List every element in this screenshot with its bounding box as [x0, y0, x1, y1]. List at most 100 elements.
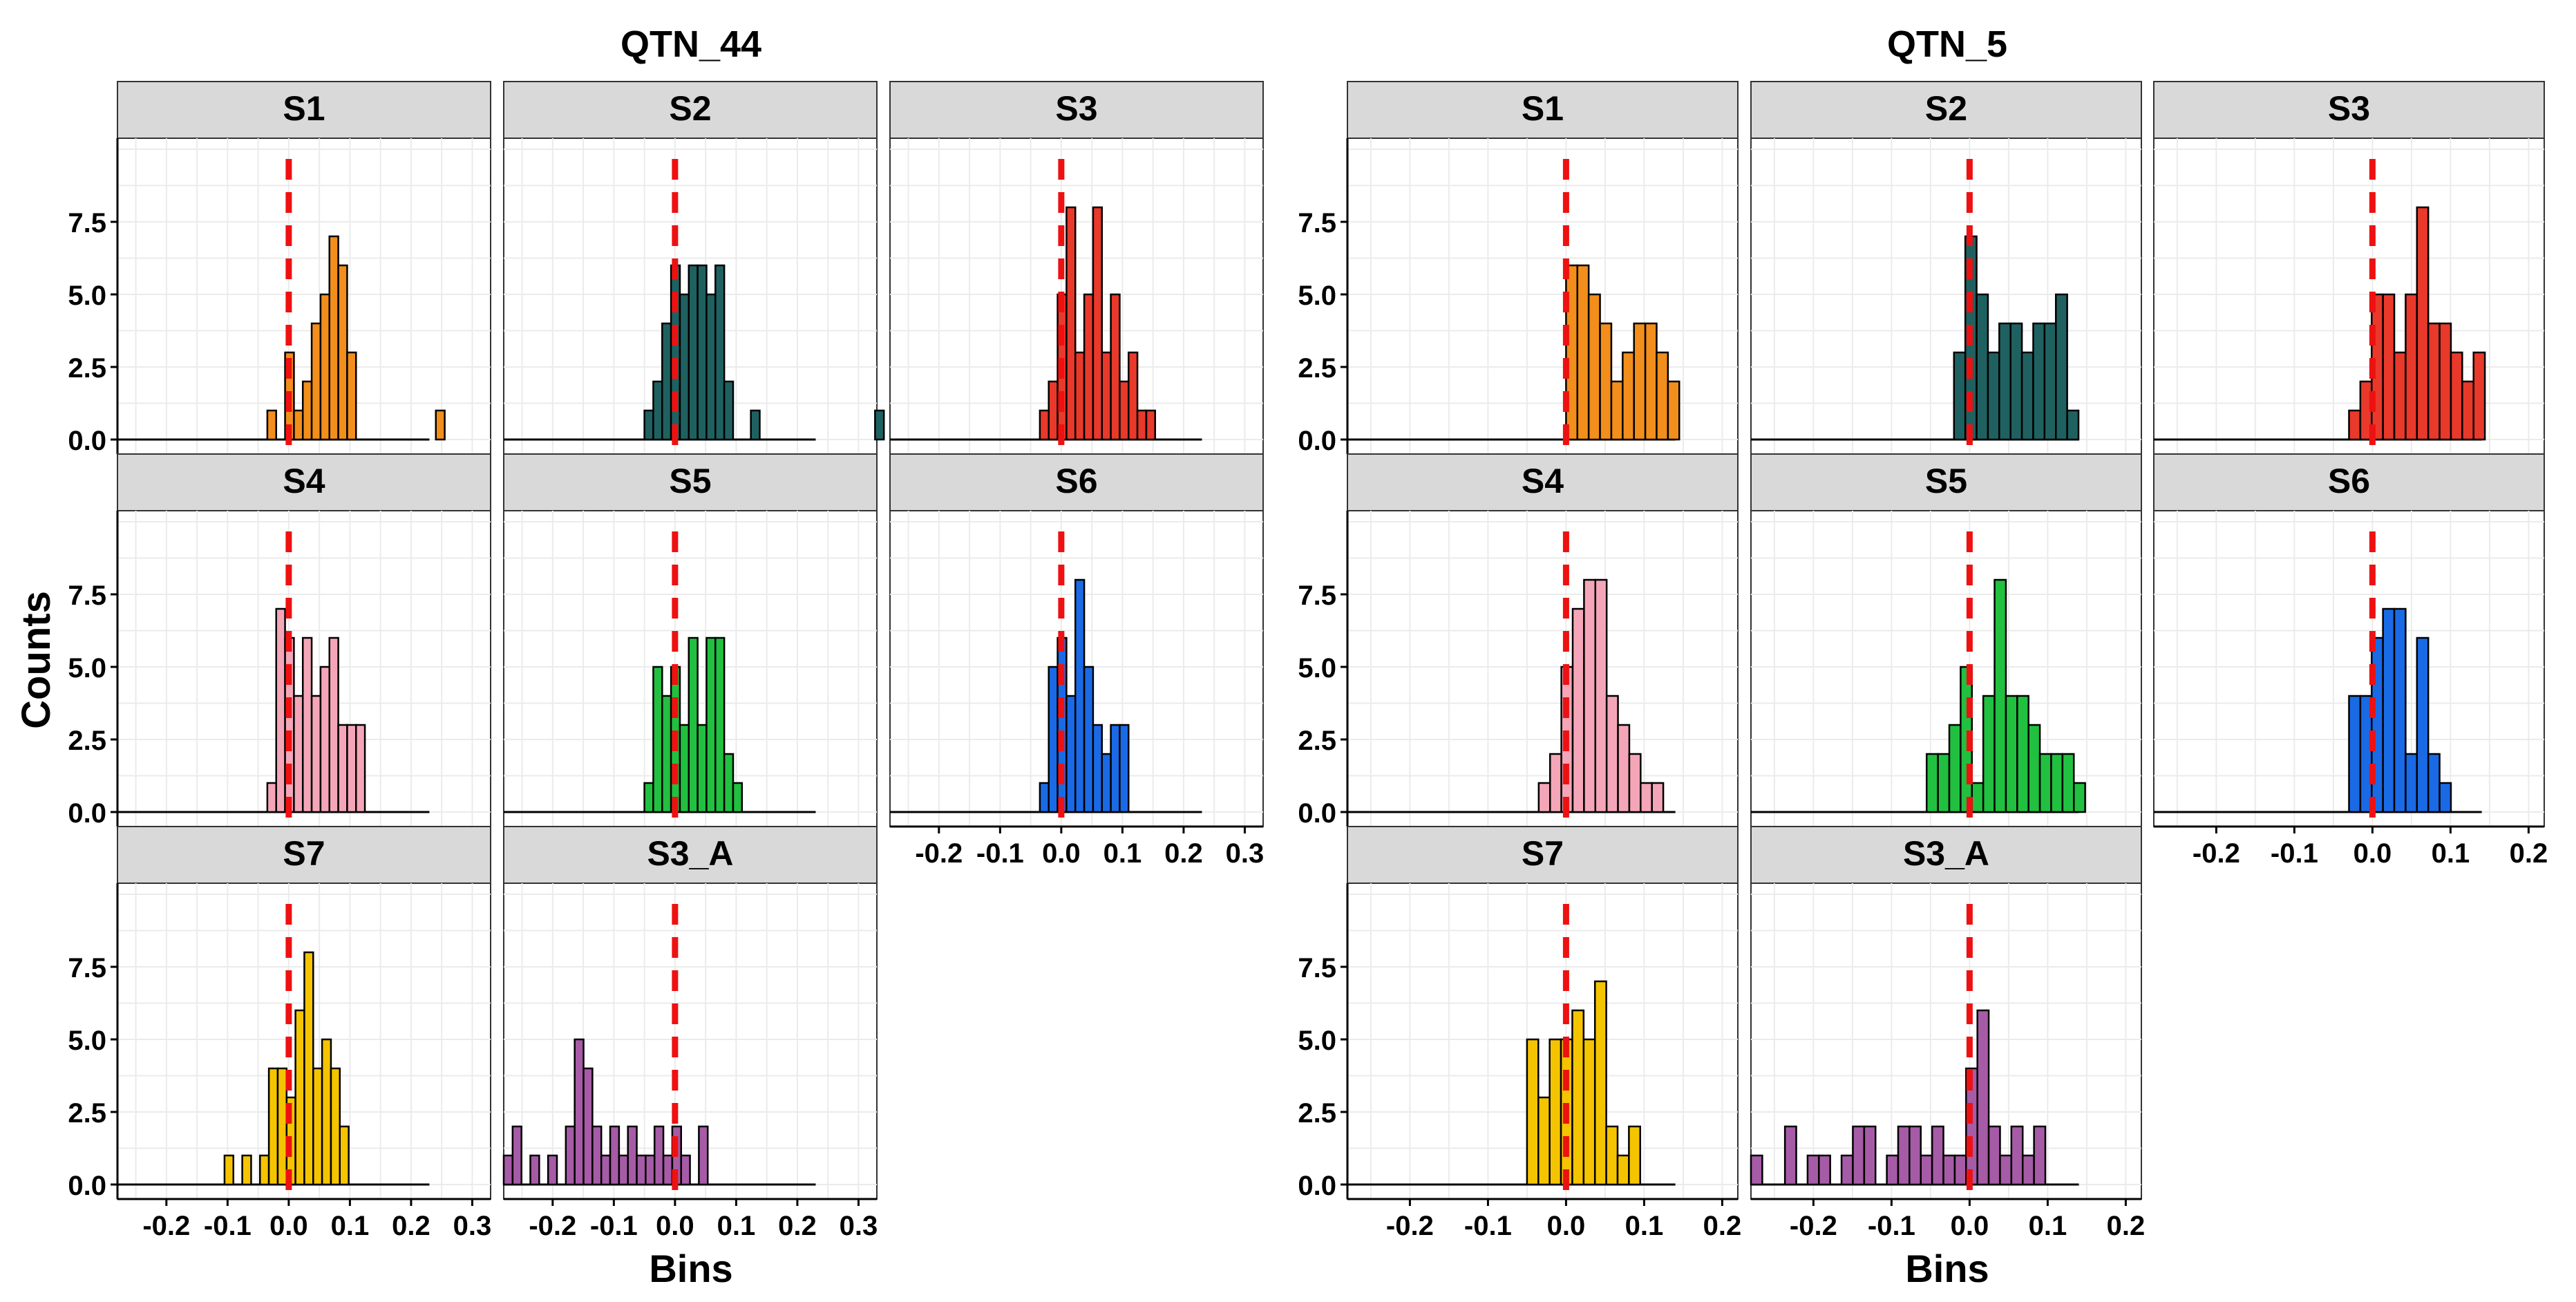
y-tick-label: 0.0 — [1298, 426, 1336, 456]
strip-background — [1347, 826, 1739, 884]
histogram-bar — [266, 409, 277, 441]
histogram-bar — [319, 666, 330, 813]
x-tick-label: 0.2 — [1164, 838, 1203, 869]
histogram-bar — [2382, 293, 2396, 441]
histogram-bar — [2405, 293, 2418, 441]
histogram-bar — [346, 724, 357, 813]
y-tick-label: 5.0 — [1298, 281, 1336, 311]
histogram-bar — [1993, 578, 2007, 813]
strip-label: S6 — [2328, 462, 2370, 500]
x-tick-label: -0.2 — [142, 1211, 190, 1241]
histogram-bar — [267, 1067, 279, 1186]
histogram-bar — [2043, 322, 2057, 441]
histogram-bar — [301, 636, 313, 813]
strip-background — [1347, 81, 1739, 139]
histogram-bar — [1633, 322, 1647, 441]
histogram-bar — [293, 695, 304, 813]
histogram-bar — [1886, 1154, 1900, 1186]
histogram-bar — [2348, 695, 2362, 813]
histogram-bar — [1565, 264, 1579, 441]
histogram-bar — [662, 1154, 674, 1186]
histogram-bar — [1074, 578, 1086, 813]
panel-s5: S5 — [1750, 453, 2142, 827]
panel-s3-a: S3_A -0.2 -0.1 0.0 0.1 0.2 — [1750, 826, 2145, 1241]
histogram-bar — [565, 1125, 576, 1186]
strip-label: S3_A — [647, 834, 733, 873]
strip-label: S2 — [1925, 89, 1967, 128]
histogram-bar — [679, 724, 690, 813]
panel-s3-a: S3_A -0.2 -0.1 0.0 0.1 0.2 0.3 — [502, 826, 878, 1241]
histogram-bar — [1101, 351, 1112, 441]
x-tick-label: 0.0 — [1547, 1211, 1586, 1241]
x-tick-label: 0.0 — [1042, 838, 1081, 869]
histogram-bar — [1640, 782, 1653, 813]
histogram-bar — [1644, 322, 1658, 441]
histogram-bar — [1942, 1154, 1956, 1186]
panel-s2: S2 — [1750, 81, 2142, 455]
y-tick-label: 2.5 — [68, 353, 106, 384]
histogram-bar — [574, 1038, 585, 1186]
histogram-bar — [1948, 724, 1962, 813]
strip-background — [117, 826, 491, 884]
histogram-bar — [661, 695, 672, 813]
histogram-bar — [1119, 380, 1130, 441]
histogram-bar — [1909, 1125, 1922, 1186]
panel-s4: S4 0.0 2.5 5.0 7.5 — [1298, 453, 1739, 829]
histogram-bar — [259, 1154, 270, 1186]
histogram-bar — [2371, 636, 2384, 813]
histogram-bar — [1066, 206, 1077, 441]
x-tick-label: -0.1 — [2271, 838, 2318, 869]
panel-s4: S4 0.0 2.5 5.0 7.5 — [68, 453, 491, 829]
panel-s6: S6 -0.2 -0.1 0.0 0.1 0.2 0.3 — [889, 453, 1264, 869]
histogram-bar — [1110, 724, 1121, 813]
histogram-bar — [661, 322, 672, 441]
histogram-bar — [1610, 380, 1624, 441]
histogram-bar — [1583, 578, 1597, 813]
histogram-bar — [1537, 1096, 1551, 1186]
histogram-bar — [337, 724, 348, 813]
histogram-bar — [2461, 380, 2474, 441]
histogram-bar — [2055, 293, 2068, 441]
y-tick-label: 2.5 — [1298, 1098, 1336, 1129]
histogram-bar — [1920, 1154, 1933, 1186]
strip-label: S4 — [1522, 462, 1564, 500]
histogram-bar — [2061, 753, 2075, 813]
histogram-bar — [2038, 753, 2052, 813]
chart-title: QTN_5 — [1887, 23, 2007, 65]
panel-s2: S2 — [503, 81, 885, 455]
histogram-bar — [1587, 293, 1601, 441]
strip-background — [117, 81, 491, 139]
histogram-bar — [1571, 607, 1585, 813]
y-tick-label: 7.5 — [68, 953, 106, 983]
x-tick-label: -0.2 — [915, 838, 963, 869]
panel-s1: S1 0.0 2.5 5.0 7.5 — [68, 81, 491, 456]
strip-label: S1 — [283, 89, 325, 128]
histogram-bar — [1594, 578, 1608, 813]
histogram-bar — [697, 724, 708, 813]
y-tick-label: 7.5 — [1298, 581, 1336, 611]
histogram-bar — [1092, 206, 1103, 441]
x-tick-label: 0.3 — [453, 1211, 492, 1241]
histogram-bar — [645, 1154, 656, 1186]
panel-s1: S1 0.0 2.5 5.0 7.5 — [1298, 81, 1739, 456]
histogram-bar — [636, 1154, 647, 1186]
histogram-bar — [652, 666, 663, 813]
histogram-bar — [1549, 1038, 1562, 1186]
x-tick-label: 0.0 — [2354, 838, 2392, 869]
histogram-bar — [714, 636, 726, 813]
histogram-bar — [1136, 409, 1148, 441]
x-tick-label: 0.2 — [1703, 1211, 1742, 1241]
histogram-bar — [2016, 695, 2029, 813]
gridlines — [1751, 883, 2141, 1199]
histogram-bar — [1571, 1009, 1585, 1186]
strip-background — [1347, 453, 1739, 511]
x-tick-label: 0.1 — [1104, 838, 1142, 869]
strip-label: S7 — [283, 834, 325, 873]
histogram-bar — [1840, 1154, 1854, 1186]
x-axis-label: Bins — [1905, 1247, 1989, 1290]
histogram-bar — [1806, 1154, 1820, 1186]
y-axis-label: Counts — [14, 591, 59, 729]
histogram-bar — [2427, 753, 2441, 813]
panel-s3: S3 — [889, 81, 1264, 455]
